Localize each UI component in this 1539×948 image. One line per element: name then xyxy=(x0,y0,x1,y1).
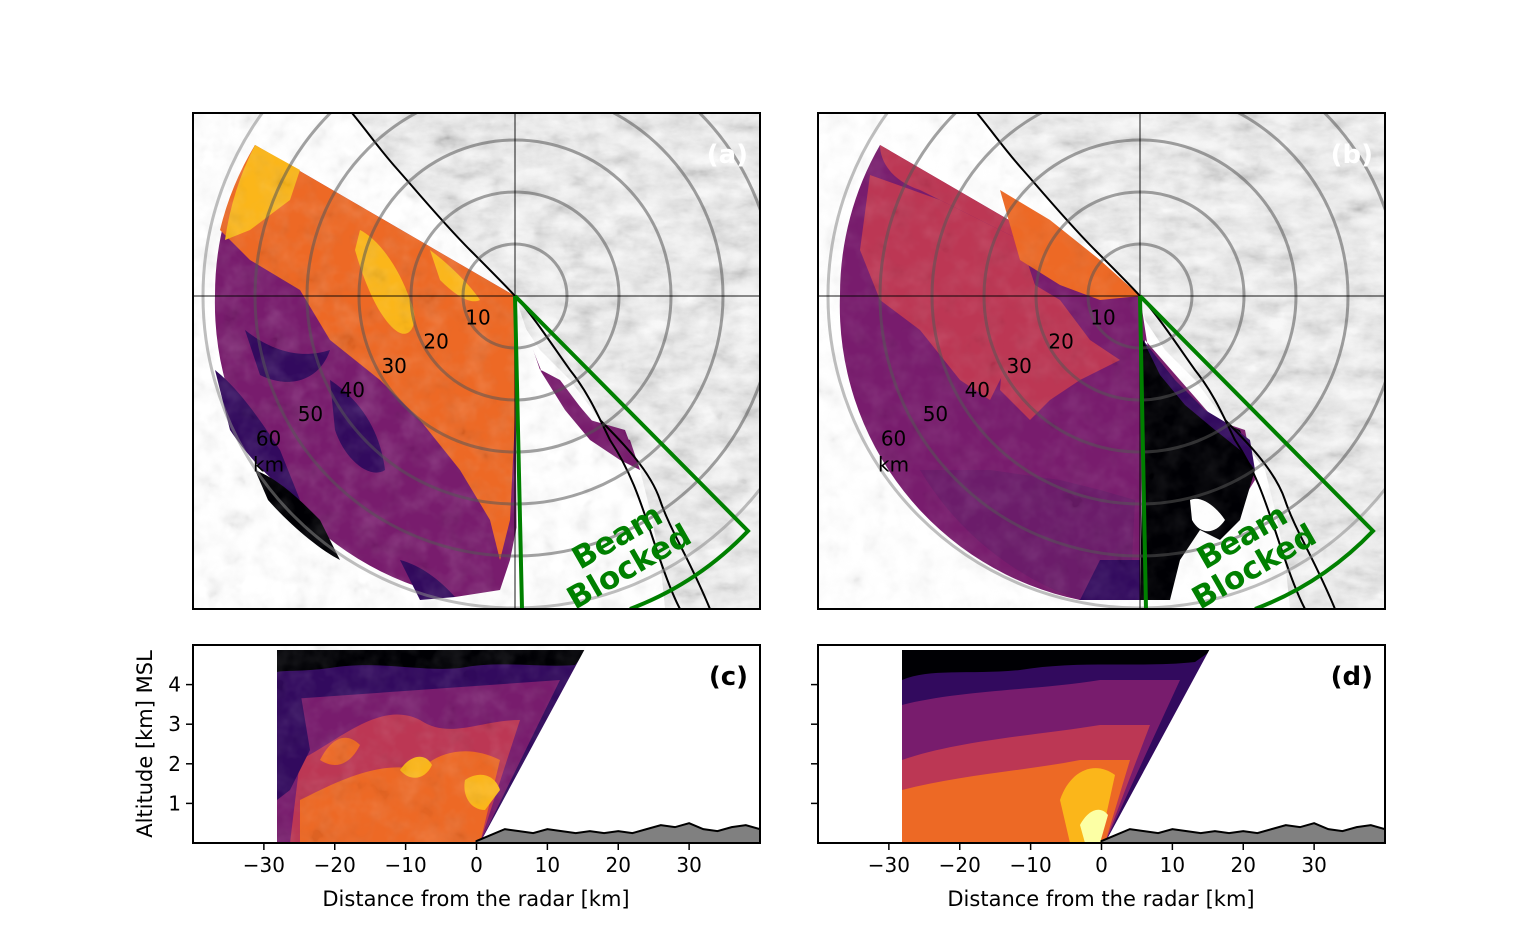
y-tick-label: 3 xyxy=(168,712,181,736)
x-tick-label: 30 xyxy=(1301,853,1326,877)
panel-tag-a: (a) xyxy=(707,140,748,170)
axes-d: −30 −20 −10 0 10 20 30 xyxy=(811,683,1327,877)
panel-tag-d: (d) xyxy=(1331,662,1373,692)
reflectivity-sector-b xyxy=(818,113,1385,609)
range-ring xyxy=(409,190,621,402)
range-unit-label: km xyxy=(878,452,909,476)
x-tick-label: 10 xyxy=(535,853,560,877)
range-ring xyxy=(357,138,673,454)
ppi-panel-b: Beam Blocked xyxy=(818,113,1385,609)
panel-tag-b: (b) xyxy=(1331,140,1373,170)
range-unit-label: km xyxy=(253,452,284,476)
x-tick-label: −10 xyxy=(385,853,427,877)
y-tick-label: 2 xyxy=(168,752,181,776)
range-ring-label: 10 xyxy=(1090,305,1115,329)
x-tick-label: 20 xyxy=(1231,853,1256,877)
beam-blocked-outline xyxy=(1138,294,1376,609)
range-ring-label: 30 xyxy=(1006,354,1031,378)
rhi-panel-d xyxy=(818,645,1385,843)
range-ring xyxy=(982,138,1298,454)
range-ring-label: 60 xyxy=(881,426,906,450)
x-axis-label-c: Distance from the radar [km] xyxy=(322,887,629,911)
y-axis-label-c: Altitude [km] MSL xyxy=(133,650,157,838)
range-ring-label: 50 xyxy=(298,402,323,426)
x-tick-label: −20 xyxy=(314,853,356,877)
x-tick-label: 10 xyxy=(1160,853,1185,877)
panel-b-frame xyxy=(817,112,1386,610)
rhi-panel-c xyxy=(193,645,760,843)
range-ring xyxy=(878,113,1385,558)
terrain-profile xyxy=(475,822,760,843)
terrain-profile xyxy=(1100,822,1385,843)
range-ring-label: 40 xyxy=(965,378,990,402)
range-ring-label: 30 xyxy=(381,354,406,378)
panel-a-frame xyxy=(192,112,761,610)
reflectivity-rhi-d xyxy=(902,645,1385,843)
range-ring xyxy=(930,113,1350,506)
range-ring xyxy=(253,113,760,558)
range-ring-label: 20 xyxy=(1048,330,1073,354)
x-tick-label: −30 xyxy=(868,853,910,877)
axes-c: −30 −20 −10 0 10 20 30 1 2 3 4 xyxy=(168,673,702,877)
panel-tag-c: (c) xyxy=(709,662,748,692)
x-tick-label: −10 xyxy=(1010,853,1052,877)
x-axis-label-d: Distance from the radar [km] xyxy=(947,887,1254,911)
range-ring-label: 20 xyxy=(423,330,448,354)
x-tick-label: 20 xyxy=(606,853,631,877)
x-tick-label: −30 xyxy=(243,853,285,877)
range-ring-label: 10 xyxy=(465,305,490,329)
ppi-panel-a: Beam Blocked xyxy=(193,113,760,609)
beam-blocked-outline xyxy=(513,294,751,609)
reflectivity-rhi-c xyxy=(277,645,760,843)
range-ring-label: 50 xyxy=(923,402,948,426)
range-ring xyxy=(305,113,725,506)
range-ring-label: 40 xyxy=(340,378,365,402)
x-tick-label: 30 xyxy=(676,853,701,877)
x-tick-label: 0 xyxy=(1095,853,1108,877)
y-tick-label: 1 xyxy=(168,791,181,815)
x-tick-label: −20 xyxy=(939,853,981,877)
y-tick-label: 4 xyxy=(168,673,181,697)
x-tick-label: 0 xyxy=(470,853,483,877)
range-ring-label: 60 xyxy=(256,426,281,450)
